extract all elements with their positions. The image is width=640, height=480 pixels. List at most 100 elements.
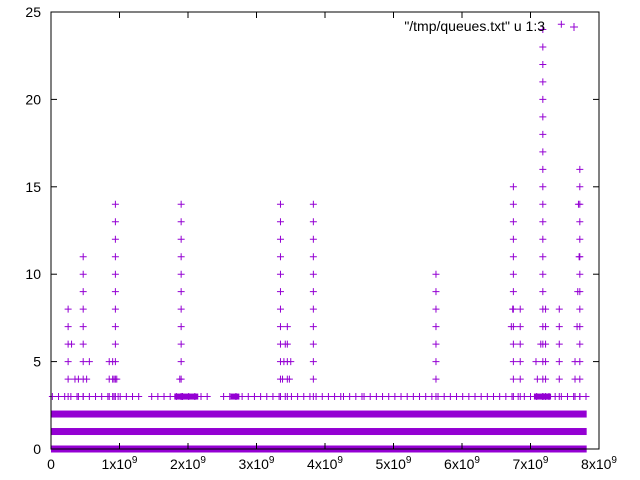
data-point [557, 20, 565, 28]
data-cluster [230, 393, 240, 400]
data-point [83, 375, 91, 383]
data-point [79, 358, 87, 366]
data-point [576, 375, 584, 383]
data-point [309, 288, 317, 296]
legend: "/tmp/queues.txt" u 1:3 [404, 18, 578, 34]
data-point [527, 393, 534, 401]
data-point [539, 183, 547, 191]
data-point [166, 393, 174, 401]
data-point [542, 358, 550, 366]
data-point [220, 393, 228, 401]
data-point [509, 200, 517, 208]
data-point [318, 393, 326, 401]
data-point [432, 358, 440, 366]
data-point [391, 393, 399, 401]
data-point [574, 200, 582, 208]
data-point [339, 393, 347, 401]
data-point [509, 288, 517, 296]
data-point [85, 358, 93, 366]
data-point [280, 358, 288, 366]
data-point [177, 323, 185, 331]
data-point [385, 393, 393, 401]
data-point [111, 253, 119, 261]
data-point [276, 218, 284, 226]
data-point [177, 340, 185, 348]
data-point [539, 130, 547, 138]
data-point [539, 60, 547, 68]
data-point [509, 270, 517, 278]
data-point [539, 113, 547, 121]
data-point [539, 288, 547, 296]
data-point [85, 393, 93, 401]
data-point [79, 305, 87, 313]
data-point [539, 165, 547, 173]
data-point [111, 200, 119, 208]
data-point [542, 393, 550, 401]
data-point [539, 148, 547, 156]
data-point [532, 358, 540, 366]
data-point [509, 218, 517, 226]
data-point [555, 358, 563, 366]
data-point [446, 393, 454, 401]
data-point [177, 253, 185, 261]
data-marks [48, 20, 590, 453]
data-point [276, 305, 284, 313]
data-point [576, 340, 584, 348]
data-point [309, 358, 317, 366]
data-point [516, 340, 524, 348]
data-point [276, 393, 284, 401]
data-point [177, 270, 185, 278]
data-point [177, 305, 185, 313]
legend-marker-glyph [570, 23, 578, 31]
data-point [509, 340, 517, 348]
y-axis: 0 5 10 15 20 25 [25, 4, 599, 457]
data-point [309, 270, 317, 278]
data-point [576, 183, 584, 191]
data-point [555, 375, 563, 383]
data-point [276, 235, 284, 243]
data-point [453, 393, 461, 401]
data-point [283, 393, 291, 401]
y-tick-label: 5 [33, 354, 41, 370]
data-point [539, 95, 547, 103]
data-point [372, 393, 380, 401]
data-point [111, 305, 119, 313]
y-tick-label: 10 [25, 266, 41, 282]
data-point [300, 393, 308, 401]
data-point [177, 235, 185, 243]
y-tick-label: 20 [25, 91, 41, 107]
data-point [555, 323, 563, 331]
x-axis: 0 1x109 2x109 3x109 4x109 5x109 6x109 7x109 8x10… [47, 12, 617, 472]
data-point [135, 393, 143, 401]
data-point [471, 393, 479, 401]
data-point [422, 393, 430, 401]
data-band-y1 [51, 428, 587, 436]
data-point [309, 305, 317, 313]
data-point [92, 393, 100, 401]
data-point [575, 253, 583, 261]
data-point [516, 358, 524, 366]
data-point [64, 323, 72, 331]
data-point [55, 393, 63, 401]
data-point [197, 393, 205, 401]
data-point [309, 200, 317, 208]
y-tick-label: 0 [33, 441, 41, 457]
data-point [542, 375, 550, 383]
data-point [179, 393, 187, 401]
x-tick-label: 4x109 [307, 455, 343, 472]
data-point [582, 393, 590, 401]
data-point [176, 375, 184, 383]
y-tick-label: 15 [25, 179, 41, 195]
data-point [539, 43, 547, 51]
data-point [276, 288, 284, 296]
data-point [346, 393, 354, 401]
data-point [539, 218, 547, 226]
data-point [563, 393, 571, 401]
data-point [539, 200, 547, 208]
data-point [114, 393, 122, 401]
data-point [64, 358, 72, 366]
data-point [154, 393, 162, 401]
data-point [111, 270, 119, 278]
legend-label: "/tmp/queues.txt" u 1:3 [404, 18, 545, 34]
